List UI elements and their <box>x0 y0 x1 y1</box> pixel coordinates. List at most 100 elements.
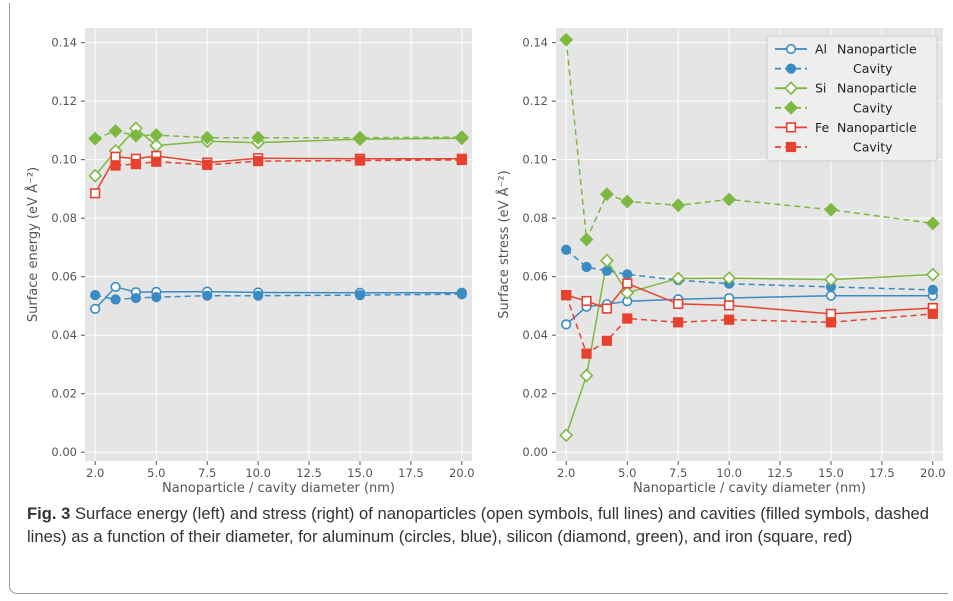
right-point-si-nanoparticle <box>599 253 614 268</box>
left-y-tick-label: 0.04 <box>51 328 77 342</box>
left-point-si-cavity <box>200 130 215 145</box>
caption-text: Surface energy (left) and stress (right)… <box>27 504 930 546</box>
left-x-axis-label: Nanoparticle / cavity diameter (nm) <box>162 481 395 496</box>
right-point-fe-nanoparticle <box>581 295 592 307</box>
legend-element-label: Fe <box>815 120 830 135</box>
right-point-si-nanoparticle <box>824 272 838 287</box>
left-y-tick-label: 0.08 <box>51 211 77 225</box>
right-x-tick-label: 15.0 <box>818 466 844 480</box>
right-point-al-cavity <box>561 244 572 255</box>
right-y-tick-label: 0.06 <box>522 270 548 284</box>
left-point-si-cavity <box>128 128 143 143</box>
left-x-tick-label: 15.0 <box>347 466 373 480</box>
left-point-fe-cavity <box>456 154 467 166</box>
right-point-fe-nanoparticle <box>825 308 837 319</box>
right-y-tick-label: 0.12 <box>522 94 548 108</box>
right-y-tick-label: 0.04 <box>522 328 548 342</box>
right-point-fe-cavity <box>581 348 592 359</box>
left-point-si-cavity <box>353 130 367 145</box>
right-point-fe-cavity <box>825 317 837 328</box>
left-point-fe-nanoparticle <box>90 188 101 199</box>
legend: Al Nanoparticle Cavity Si Nanoparticle Cavity… <box>766 35 938 162</box>
figure-frame <box>9 3 948 594</box>
left-point-fe-cavity <box>130 158 142 170</box>
left-point-si-cavity <box>251 130 266 145</box>
left-point-fe-cavity <box>253 156 264 167</box>
left-y-tick-label: 0.06 <box>51 270 77 284</box>
right-point-al-cavity <box>927 284 938 295</box>
legend-label: Nanoparticle <box>837 42 917 57</box>
left-panel: 0.00 0.02 0.04 0.06 0.08 0.10 0.12 0.14 2.0 5.0 7.… <box>25 28 475 496</box>
left-point-si-cavity <box>149 128 164 143</box>
caption-lead: Fig. 3 <box>27 504 71 523</box>
left-x-tick-label: 20.0 <box>449 466 475 480</box>
right-point-al-cavity <box>622 269 633 280</box>
right-point-fe-cavity <box>724 314 735 325</box>
legend-label: Nanoparticle <box>837 120 917 135</box>
left-y-tick-label: 0.02 <box>51 387 77 401</box>
left-x-tick-label: 12.5 <box>296 466 322 480</box>
right-x-tick-label: 2.0 <box>557 466 575 480</box>
right-x-tick-label: 17.5 <box>869 466 895 480</box>
right-point-si-cavity <box>824 202 838 217</box>
right-point-si-cavity <box>722 192 737 207</box>
legend-label: Cavity <box>853 140 893 155</box>
figure-caption: Fig. 3 Surface energy (left) and stress … <box>27 502 932 548</box>
right-x-tick-label: 10.0 <box>716 466 742 480</box>
right-y-tick-label: 0.08 <box>522 211 548 225</box>
left-x-tick-label: 7.5 <box>198 466 216 480</box>
left-point-al-nanoparticle <box>110 281 121 293</box>
left-point-al-cavity <box>90 290 101 301</box>
left-point-fe-nanoparticle <box>110 151 121 162</box>
left-point-al-cavity <box>151 292 162 303</box>
right-point-al-nanoparticle <box>561 319 572 330</box>
left-point-si-cavity <box>88 131 103 146</box>
right-point-fe-cavity <box>622 313 633 324</box>
right-point-si-nanoparticle <box>579 368 594 383</box>
legend-label: Cavity <box>853 100 893 115</box>
right-y-tick-label: 0.10 <box>522 153 548 167</box>
right-y-tick-label: 0.00 <box>522 445 548 459</box>
left-point-fe-cavity <box>202 159 213 171</box>
legend-marker-si-cavity <box>784 100 798 115</box>
left-x-tick-label: 2.0 <box>86 466 104 480</box>
right-point-si-nanoparticle <box>620 285 635 300</box>
right-x-axis-label: Nanoparticle / cavity diameter (nm) <box>633 481 866 496</box>
right-x-tick-label: 12.5 <box>767 466 793 480</box>
right-y-axis-label: Surface stress (eV Å⁻²) <box>496 170 512 318</box>
left-point-fe-cavity <box>151 156 162 167</box>
left-x-tick-label: 17.5 <box>398 466 424 480</box>
right-point-fe-cavity <box>673 317 684 328</box>
right-point-al-nanoparticle <box>825 290 837 301</box>
left-point-al-cavity <box>456 289 467 300</box>
right-point-si-cavity <box>925 216 940 231</box>
legend-box <box>766 35 938 162</box>
left-point-al-nanoparticle <box>90 303 101 314</box>
left-y-axis-label: Surface energy (eV Å⁻²) <box>25 167 41 322</box>
left-point-al-cavity <box>110 294 121 305</box>
right-point-si-cavity <box>671 198 686 213</box>
left-point-al-cavity <box>354 290 366 301</box>
left-point-si-nanoparticle <box>88 168 103 183</box>
right-point-fe-nanoparticle <box>724 300 735 311</box>
right-y-tick-label: 0.14 <box>522 36 548 50</box>
left-x-tick-label: 10.0 <box>245 466 271 480</box>
legend-marker-al-cavity <box>785 63 797 74</box>
left-x-tick-label: 5.0 <box>147 466 165 480</box>
right-point-si-nanoparticle <box>671 271 686 286</box>
right-point-si-nanoparticle <box>722 271 737 286</box>
legend-marker-fe-nanoparticle <box>785 122 797 133</box>
left-point-si-cavity <box>454 130 469 145</box>
right-point-al-cavity <box>601 265 613 276</box>
left-y-tick-label: 0.12 <box>51 94 77 108</box>
right-point-fe-cavity <box>601 335 613 346</box>
left-plot-area <box>85 28 472 461</box>
legend-element-label: Si <box>815 81 826 96</box>
right-point-si-cavity <box>579 232 594 247</box>
left-point-al-cavity <box>253 290 264 301</box>
right-point-si-nanoparticle <box>559 428 574 443</box>
legend-marker-fe-cavity <box>785 141 797 153</box>
right-point-si-cavity <box>599 187 614 202</box>
left-point-al-cavity <box>130 292 142 304</box>
right-point-si-cavity <box>559 32 574 47</box>
